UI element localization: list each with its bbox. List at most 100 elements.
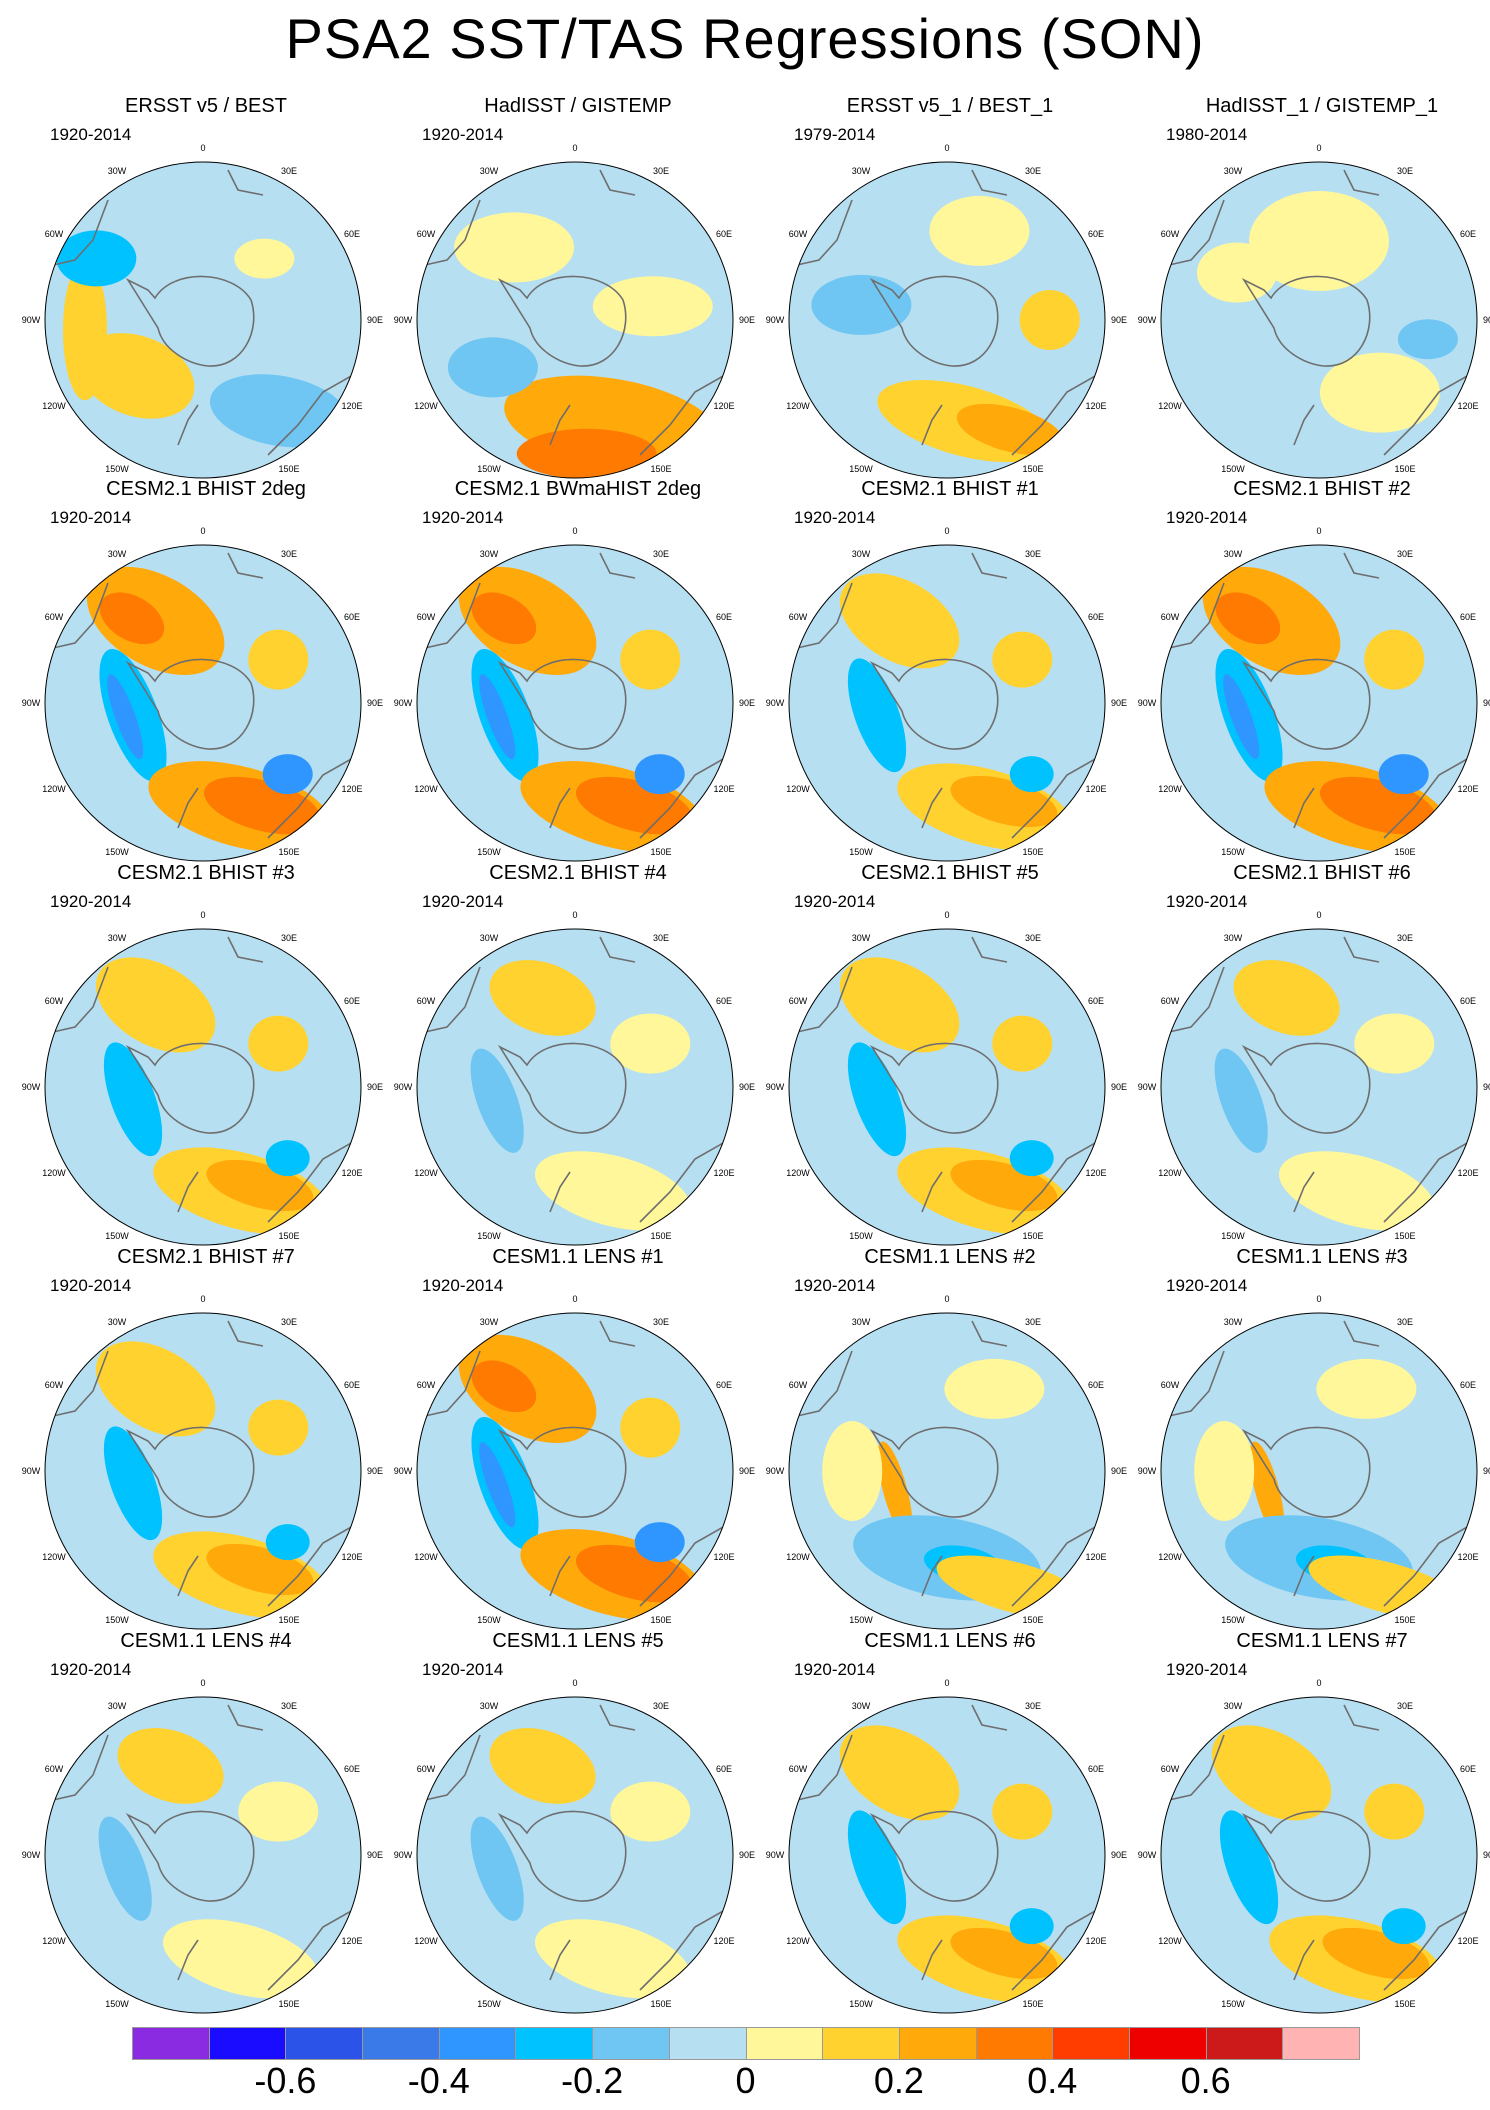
colorbar-tick-label: 0 [735,2060,756,2101]
panel-year-range: 1920-2014 [422,508,504,527]
anomaly-contour [1378,754,1429,795]
longitude-label: 60W [45,612,64,622]
antarctica-coastline [869,658,999,750]
map-border [1160,544,1478,862]
panel-title: CESM2.1 BHIST #7 [117,1246,295,1268]
longitude-label: 150E [278,847,299,857]
longitude-label: 120W [414,784,438,794]
new-zealand-coastline [549,1171,571,1213]
longitude-label: 150E [1022,1999,1043,2009]
longitude-label: 120W [1158,1936,1182,1946]
anomaly-contour [471,1360,537,1413]
south-america-coastline [1168,966,1225,1033]
africa-coastline [1343,169,1380,196]
longitude-label: 30W [852,166,871,176]
longitude-label: 90E [367,1850,383,1860]
australia-coastline [639,757,726,839]
colorbar-swatch [438,2027,517,2060]
new-zealand-coastline [921,404,943,446]
south-america-coastline [796,1734,853,1801]
colorbar-tick-label: 0.2 [873,2060,924,2101]
panel-year-range: 1920-2014 [1166,892,1248,911]
longitude-label: 30W [1224,549,1243,559]
anomaly-contour [470,1816,524,1921]
longitude-label: 30E [1397,933,1413,943]
longitude-label: 0 [572,1294,577,1304]
polar-map: 030E60E90E120E150E180150W120W90W60W30W [394,1294,755,1630]
longitude-label: 120E [1457,1168,1478,1178]
polar-map: 030E60E90E120E150E180150W120W90W60W30W [1138,910,1490,1246]
map-background-field [417,929,733,1245]
africa-coastline [599,1320,636,1347]
new-zealand-coastline [1293,404,1315,446]
anomaly-contour [56,230,137,287]
anomaly-contour [117,1728,224,1804]
longitude-label: 30W [108,549,127,559]
map-panel: CESM1.1 LENS #3 1920-2014 0 30E 60E 90E 120E 15… [1136,1246,1490,1630]
new-zealand-coastline [1293,787,1315,829]
australia-coastline [639,1909,726,1991]
longitude-label: 30E [1025,933,1041,943]
anomaly-contour [956,403,1064,456]
longitude-label: 120W [1158,401,1182,411]
anomaly-contour [839,1725,960,1821]
anomaly-contour [98,1816,152,1921]
longitude-label: 90W [22,698,41,708]
panel-year-range: 1920-2014 [1166,508,1248,527]
longitude-label: 90E [1111,1082,1127,1092]
anomaly-contour [1019,290,1080,350]
longitude-label: 60E [716,996,732,1006]
antarctica-coastline [125,1426,255,1518]
longitude-label: 150E [278,464,299,474]
figure-title: PSA2 SST/TAS Regressions (SON) [285,7,1205,70]
longitude-label: 60W [45,229,64,239]
map-border [788,1696,1106,2014]
anomaly-contour [489,1728,596,1804]
longitude-label: 90E [1111,698,1127,708]
longitude-label: 30W [1224,1701,1243,1711]
longitude-label: 120W [786,1936,810,1946]
longitude-label: 90W [394,1850,413,1860]
longitude-label: 60E [344,996,360,1006]
longitude-label: 150W [105,1615,129,1625]
australia-coastline [1383,374,1470,456]
panel-year-range: 1920-2014 [422,1276,504,1295]
colorbar-swatch [285,2027,364,2060]
map-panel: CESM2.1 BHIST 2deg 1920-2014 0 30E 60E 90E 120… [20,478,392,862]
longitude-label: 0 [572,1678,577,1688]
longitude-label: 0 [944,1294,949,1304]
longitude-label: 120E [713,1936,734,1946]
colorbar-swatch [1205,2027,1284,2060]
longitude-label: 0 [200,1678,205,1688]
longitude-label: 120W [414,1936,438,1946]
longitude-label: 120W [42,1552,66,1562]
panel-title: CESM2.1 BHIST #3 [117,862,295,884]
africa-coastline [971,936,1008,963]
anomaly-contour [248,629,309,690]
anomaly-contour [1319,352,1440,433]
antarctica-coastline [125,275,255,367]
longitude-label: 30W [480,549,499,559]
longitude-label: 150E [1022,847,1043,857]
longitude-label: 90E [1483,1082,1490,1092]
panel-title: CESM1.1 LENS #6 [864,1630,1036,1652]
longitude-label: 60W [417,1380,436,1390]
longitude-label: 0 [944,526,949,536]
colorbar-swatch [592,2027,670,2060]
map-border [416,544,734,862]
colorbar-swatch [1128,2027,1207,2060]
anomaly-contour [479,1442,516,1528]
africa-coastline [227,1704,264,1731]
map-border [416,1696,734,2014]
panel-year-range: 1920-2014 [422,1660,504,1679]
longitude-label: 30W [1224,1317,1243,1327]
longitude-label: 0 [1316,910,1321,920]
anomaly-contour [262,754,313,795]
anomaly-contour [1009,1908,1054,1945]
africa-coastline [227,1320,264,1347]
polar-map: 030E60E90E120E150E180150W120W90W60W30W [394,1678,755,2014]
longitude-label: 60E [716,612,732,622]
longitude-label: 30W [108,166,127,176]
polar-map: 030E60E90E120E150E180150W120W90W60W30W [766,526,1127,862]
map-panel: CESM2.1 BHIST #3 1920-2014 0 30E 60E 90E 120E 1… [20,862,392,1246]
